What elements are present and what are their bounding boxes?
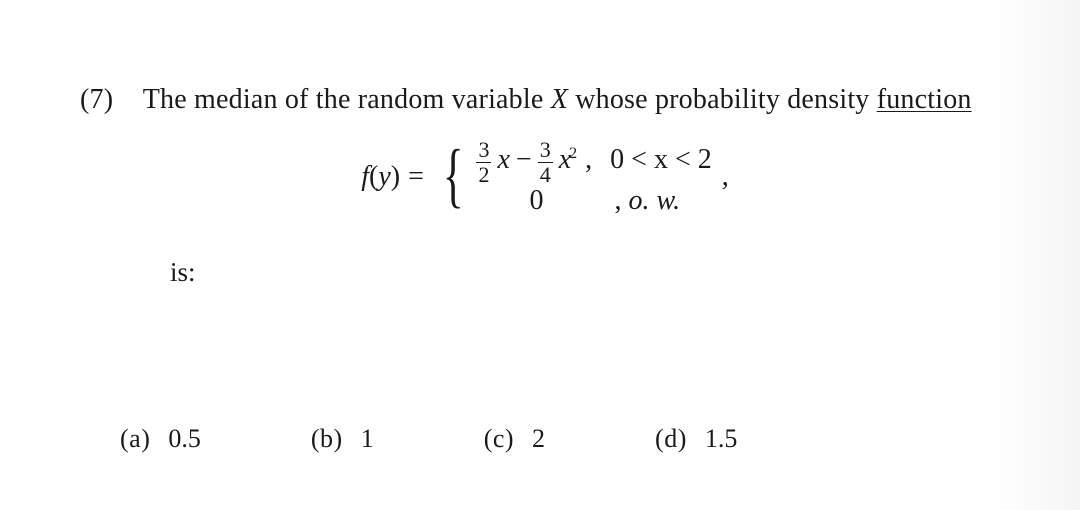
x-term-1: x: [497, 145, 509, 176]
option-c[interactable]: (c) 2: [484, 424, 545, 454]
case1-cond-text: 0 < x < 2: [610, 144, 712, 175]
case2-cond-prefix: ,: [614, 185, 628, 216]
case1-condition: 0 < x < 2: [610, 145, 712, 176]
trailing-comma: ,: [722, 161, 729, 193]
option-b-value: 1: [361, 424, 374, 454]
fraction-3-4: 3 4: [538, 139, 553, 186]
piecewise-cases: 3 2 x − 3 4 x2 , 0 < x < 2: [476, 137, 711, 217]
variable-x: X: [551, 84, 568, 115]
option-d-label: (d): [655, 424, 687, 454]
stem-text-pre: The median of the random variable: [143, 84, 551, 115]
frac1-den: 2: [476, 162, 491, 186]
case-row-2: 0 , o. w.: [476, 186, 711, 217]
option-c-label: (c): [484, 424, 514, 454]
option-d[interactable]: (d) 1.5: [655, 424, 737, 454]
stem-text-mid: whose probability density: [568, 84, 877, 115]
pdf-formula: f(y) = { 3 2 x − 3 4 x2: [361, 137, 729, 217]
fn-name: f: [361, 161, 369, 192]
case2-condition: , o. w.: [614, 186, 680, 217]
option-c-value: 2: [532, 424, 545, 454]
option-a-label: (a): [120, 424, 150, 454]
option-a-value: 0.5: [168, 424, 201, 454]
exponent-2: 2: [569, 145, 577, 162]
question-stem: (7) The median of the random variable X …: [80, 80, 1010, 119]
x-squared: x2: [559, 145, 579, 176]
option-b-label: (b): [311, 424, 343, 454]
paren-open: (: [369, 161, 378, 192]
frac2-den: 4: [538, 162, 553, 186]
case1-cond-prefix: ,: [585, 145, 592, 176]
case-row-1: 3 2 x − 3 4 x2 , 0 < x < 2: [476, 137, 711, 184]
option-a[interactable]: (a) 0.5: [120, 424, 201, 454]
left-brace-icon: {: [443, 145, 464, 205]
minus: −: [516, 145, 532, 176]
option-d-value: 1.5: [705, 424, 738, 454]
option-b[interactable]: (b) 1: [311, 424, 374, 454]
exam-question: (7) The median of the random variable X …: [0, 0, 1080, 510]
stem-text-underlined: function: [877, 84, 972, 115]
equals: =: [408, 161, 424, 193]
question-number: (7): [80, 80, 136, 119]
fraction-3-2: 3 2: [476, 139, 491, 186]
case2-cond-text: o. w.: [628, 185, 680, 216]
is-label: is:: [170, 257, 1010, 288]
paren-close: ): [391, 161, 400, 192]
function-lhs: f(y): [361, 161, 400, 193]
frac2-num: 3: [538, 139, 553, 162]
formula-block: f(y) = { 3 2 x − 3 4 x2: [80, 137, 1010, 217]
fn-arg: y: [378, 161, 390, 192]
zero-value: 0: [476, 186, 596, 217]
answer-options: (a) 0.5 (b) 1 (c) 2 (d) 1.5: [0, 424, 1080, 454]
frac1-num: 3: [476, 139, 491, 162]
